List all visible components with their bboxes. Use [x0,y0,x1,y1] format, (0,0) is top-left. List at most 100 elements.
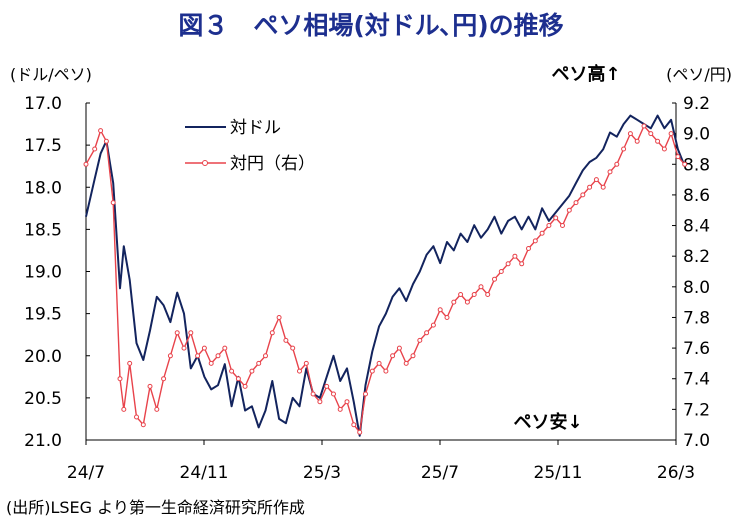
series-point [661,146,667,152]
series-point [249,368,255,374]
x-tick-label: 24/11 [180,463,229,483]
series-point [357,429,363,435]
left-tick-label: 19.0 [24,263,62,283]
series-point [167,353,173,359]
right-tick-label: 9.0 [683,125,710,145]
x-tick-label: 25/7 [421,463,459,483]
series-point [668,131,674,137]
series-point [539,230,545,236]
series-point [607,169,613,175]
series-point [390,353,396,359]
series-point [458,292,464,297]
series-point [269,330,275,336]
chart-title: 図３ ペソ相場(対ドル､円)の推移 [178,11,564,40]
series-point [464,299,470,305]
series-point [417,337,423,343]
series-point [451,299,457,305]
series-point [560,223,565,228]
source-note: (出所)LSEG より第一生命経済研究所作成 [6,498,305,517]
series-line-2 [85,125,686,433]
series-point [580,192,586,198]
series-point [655,138,661,144]
left-tick-label: 20.5 [24,389,62,409]
series-point [337,406,343,412]
left-tick-label: 21.0 [24,431,62,451]
series-point [110,200,116,206]
series-point [478,284,484,290]
x-tick-label: 26/3 [657,463,695,483]
series-point [161,376,167,382]
right-axis-unit: (ペソ/円) [666,65,732,84]
series-point [396,345,402,351]
series-point [222,345,228,351]
series-point [117,376,123,382]
series-point [546,223,552,228]
left-tick-label: 17.0 [24,94,62,114]
series-point [424,330,430,336]
series-point [437,307,443,313]
series-point [181,345,187,351]
series-point [103,138,109,144]
series-point [621,146,627,152]
series-point [498,269,504,274]
series-point [593,177,599,183]
series-point [263,353,268,359]
series-point [147,383,153,389]
series-point [614,161,620,167]
right-tick-label: 7.8 [683,308,710,328]
annotation-peso-weak: ペソ安↓ [513,411,582,433]
left-axis-unit: (ドル/ペソ) [10,65,92,84]
series-point [256,360,262,366]
series-point [641,123,647,129]
series-point [351,422,357,428]
series-point [324,383,330,389]
x-tick-label: 25/11 [534,463,583,483]
series-point [526,246,531,251]
series-point [553,215,559,221]
series-point [512,253,518,259]
series-point [573,200,579,206]
series-point [317,399,323,405]
series-point [682,161,688,167]
right-tick-label: 7.0 [683,431,710,451]
series-point [519,261,525,267]
series-point [276,315,282,320]
right-tick-label: 8.0 [683,278,710,298]
series-point [310,391,316,397]
annotation-peso-strong: ペソ高↑ [551,63,620,85]
series-point [92,146,98,152]
series-point [648,131,654,137]
legend-marker-2 [202,160,208,166]
series-point [201,345,207,351]
left-tick-label: 17.5 [24,136,62,156]
left-tick-label: 20.0 [24,347,62,367]
series-point [376,360,382,366]
series-point [587,184,593,190]
series-point [174,330,180,336]
series-point [127,360,133,366]
right-tick-label: 9.2 [683,94,710,114]
series-point [83,161,89,167]
series-point [363,391,368,397]
legend-label-1: 対ドル [230,118,281,138]
series-point [344,399,350,405]
series-point [188,330,194,336]
series-point [154,406,160,412]
series-point [675,154,681,160]
series-point [485,292,491,297]
series-point [410,353,416,359]
x-tick-label: 24/7 [67,463,105,483]
series-point [303,360,309,366]
series-point [600,184,606,190]
right-tick-label: 8.2 [683,247,710,267]
series-point [208,360,214,366]
series-point [229,368,235,374]
series-point [195,353,201,359]
series-point [505,261,511,267]
right-tick-label: 7.4 [683,370,710,390]
right-tick-label: 8.4 [683,217,710,237]
series-point [369,368,375,374]
right-tick-label: 8.6 [683,186,710,206]
series-point [134,414,139,420]
